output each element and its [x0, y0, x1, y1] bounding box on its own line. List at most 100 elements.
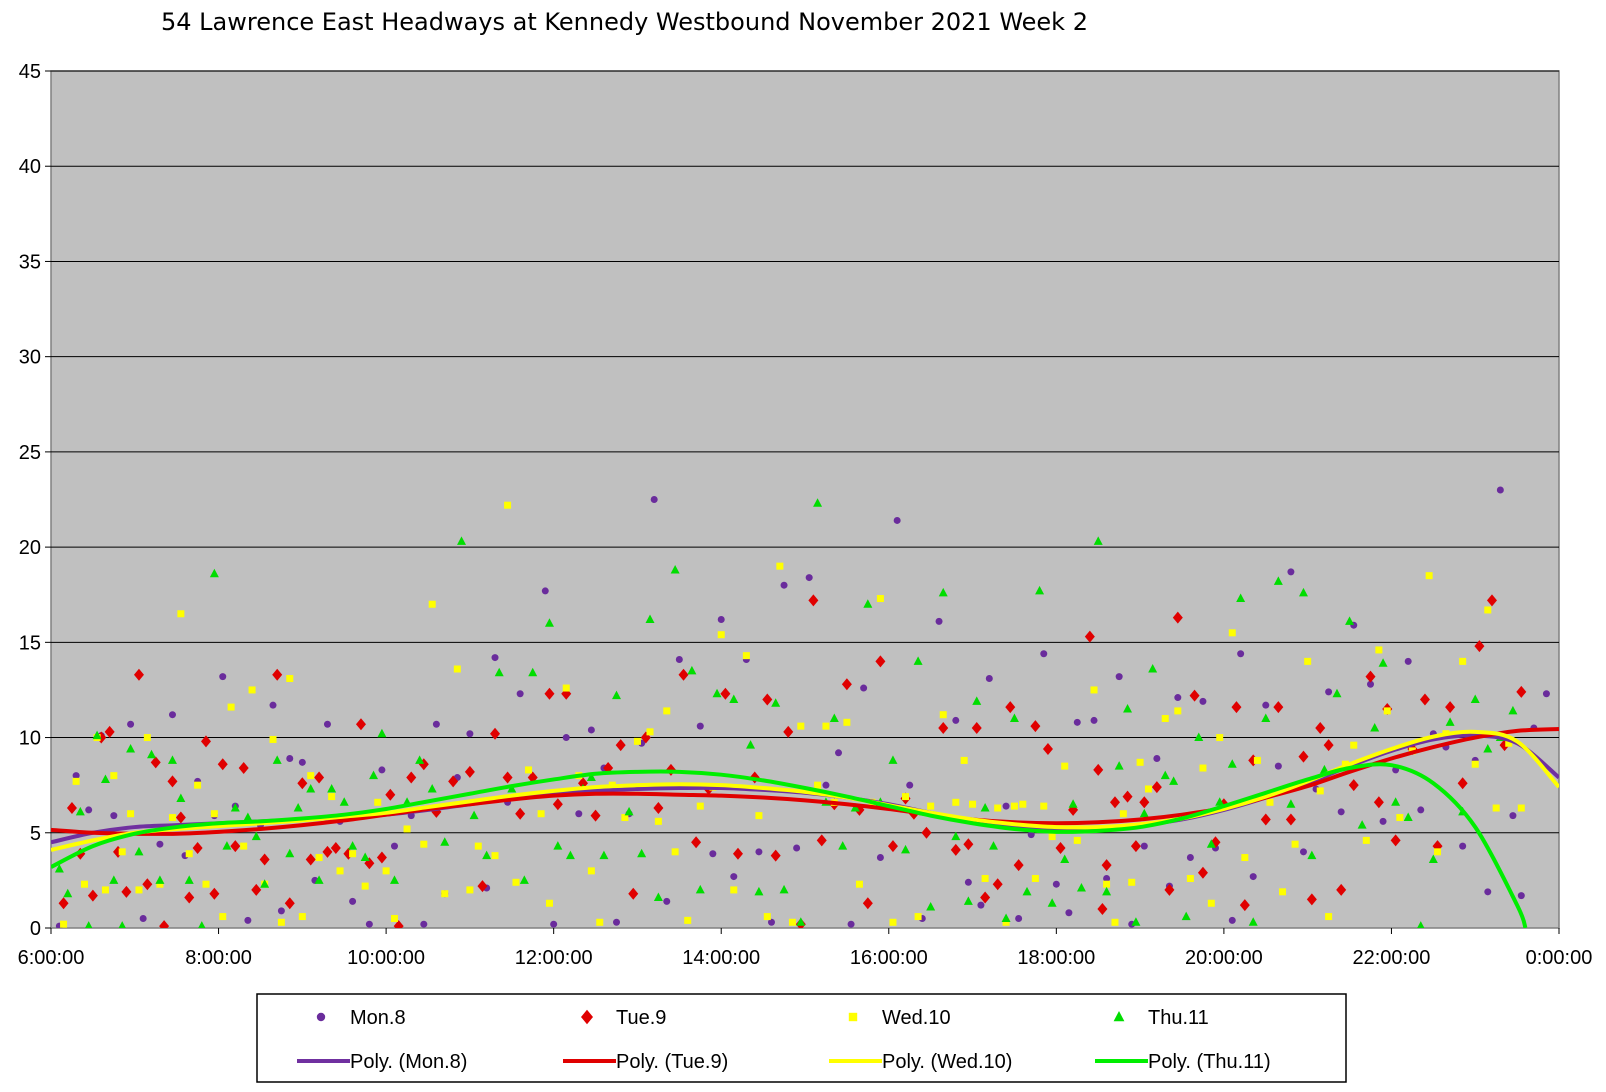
data-point — [992, 878, 1003, 891]
data-point — [110, 772, 118, 780]
trendline-poly-thu-11 — [51, 762, 1528, 928]
data-point — [1101, 859, 1112, 872]
data-point — [788, 918, 796, 926]
data-point — [185, 850, 193, 858]
data-point — [969, 800, 977, 808]
data-point — [1140, 842, 1148, 850]
data-points — [54, 486, 1550, 928]
data-point — [1013, 859, 1024, 872]
data-point — [126, 743, 136, 753]
x-tick-label: 16:00:00 — [850, 947, 928, 969]
data-point — [712, 688, 722, 698]
legend-box — [256, 993, 1347, 1083]
y-tick-label: 15 — [19, 632, 41, 654]
data-point — [127, 720, 135, 728]
data-point — [1390, 834, 1401, 847]
y-tick-label: 25 — [19, 442, 41, 464]
data-point — [66, 802, 77, 815]
data-point — [902, 793, 910, 801]
data-point — [525, 766, 533, 774]
legend-label: Thu.11 — [1148, 1007, 1209, 1029]
data-point — [1391, 797, 1401, 806]
data-point — [420, 920, 428, 928]
data-point — [1189, 689, 1200, 702]
data-point — [952, 798, 960, 806]
data-point — [427, 783, 437, 793]
x-tick-label: 22:00:00 — [1353, 947, 1431, 969]
data-point — [1216, 734, 1224, 742]
data-point — [653, 802, 664, 815]
data-point — [519, 875, 529, 884]
data-point — [1470, 694, 1480, 703]
data-point — [1061, 762, 1069, 770]
data-point — [85, 921, 93, 928]
data-point — [385, 788, 396, 801]
data-point — [1273, 576, 1283, 585]
data-point — [238, 762, 249, 775]
data-point — [1260, 813, 1271, 826]
data-point — [269, 735, 277, 743]
data-point — [938, 587, 948, 597]
data-point — [1174, 694, 1182, 702]
data-point — [1060, 854, 1070, 863]
data-point — [1073, 836, 1081, 844]
data-point — [887, 840, 898, 853]
data-point — [378, 766, 386, 774]
data-point — [1345, 616, 1355, 625]
data-point — [876, 854, 884, 862]
data-point — [914, 913, 922, 921]
legend-marker — [316, 1012, 326, 1022]
data-point — [457, 536, 467, 545]
data-point — [1109, 796, 1120, 809]
data-point — [850, 803, 860, 812]
data-point — [847, 920, 855, 928]
data-point — [328, 793, 336, 801]
data-point — [550, 920, 558, 928]
data-point — [1237, 650, 1245, 658]
data-point — [1103, 880, 1111, 888]
y-tick-label: 35 — [19, 251, 41, 273]
data-point — [1370, 723, 1380, 732]
chart-title: 54 Lawrence East Headways at Kennedy Wes… — [161, 8, 1088, 36]
data-point — [389, 875, 399, 884]
data-point — [1097, 902, 1108, 915]
data-point — [428, 600, 436, 608]
data-point — [297, 777, 308, 790]
legend-marker — [848, 1012, 858, 1022]
data-point — [1052, 880, 1060, 888]
data-point — [1323, 739, 1334, 752]
data-point — [1122, 790, 1133, 803]
data-point — [654, 817, 662, 825]
data-point — [696, 722, 704, 730]
data-point — [1332, 688, 1342, 698]
data-point — [938, 722, 949, 735]
series-wed-10 — [60, 501, 1525, 928]
data-point — [63, 888, 73, 898]
data-point — [1509, 812, 1517, 820]
data-point — [1419, 693, 1430, 706]
data-point — [1161, 715, 1169, 723]
legend: Mon.8 Tue.9 Wed.10 Thu.11 Poly. (Mon.8) Poly.… — [256, 993, 1347, 1083]
data-point — [474, 842, 482, 850]
data-point — [1434, 848, 1442, 856]
data-point — [494, 667, 504, 677]
data-point — [167, 755, 177, 764]
data-point — [490, 727, 501, 740]
data-point — [1172, 611, 1183, 624]
data-point — [1103, 874, 1111, 882]
data-point — [633, 737, 641, 745]
data-point — [1030, 720, 1041, 733]
data-point — [1010, 802, 1018, 810]
data-point — [1273, 701, 1284, 714]
data-point — [1206, 839, 1216, 848]
data-point — [1186, 874, 1194, 882]
data-point — [1040, 650, 1048, 658]
data-point — [952, 716, 960, 724]
data-point — [1445, 717, 1455, 726]
legend-label: Poly. (Tue.9) — [616, 1051, 728, 1073]
data-point — [143, 734, 151, 742]
data-point — [1315, 722, 1326, 735]
data-point — [1241, 854, 1249, 862]
data-point — [637, 848, 647, 858]
data-point — [1144, 785, 1152, 793]
